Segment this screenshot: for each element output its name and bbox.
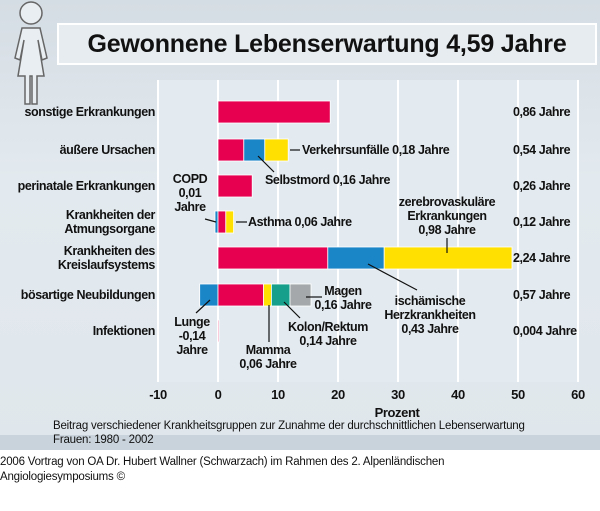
x-tick-label: 30	[391, 387, 405, 402]
category-total: 0,54 Jahre	[513, 143, 571, 157]
leader-kolon	[283, 301, 301, 319]
category-total: 0,86 Jahre	[513, 105, 571, 119]
leader-lines	[195, 149, 448, 342]
x-axis-label: Prozent	[374, 405, 420, 420]
annotation-asthma: Asthma 0,06 Jahre	[248, 215, 352, 229]
bar-segment	[217, 319, 220, 343]
category-total: 0,26 Jahre	[513, 179, 571, 193]
annotation-selbstmord: Selbstmord 0,16 Jahre	[265, 173, 390, 187]
annotation-kolon: Kolon/Rektum 0,14 Jahre	[288, 320, 368, 348]
leader-selbstmord	[257, 155, 275, 173]
category-label: perinatale Erkrankungen	[17, 179, 156, 193]
bar-segment	[289, 283, 312, 307]
bars	[199, 100, 513, 343]
bar-segment	[327, 246, 385, 270]
bar-segment	[217, 100, 331, 124]
annotation-zerebro: zerebrovaskuläre Erkrankungen 0,98 Jahre	[398, 195, 496, 237]
category-total: 0,57 Jahre	[513, 288, 571, 302]
x-tick-label: 50	[511, 387, 525, 402]
annotation-copd: COPD 0,01 Jahre	[172, 172, 208, 214]
annotation-mamma: Mamma 0,06 Jahre	[239, 343, 297, 371]
footer-line1: 2006 Vortrag von OA Dr. Hubert Wallner (…	[0, 456, 445, 468]
leader-lunge	[195, 299, 211, 314]
category-label: bösartige Neubildungen	[20, 288, 156, 302]
annotation-ischaem: ischämische Herzkrankheiten 0,43 Jahre	[384, 294, 476, 336]
bar-segment	[383, 246, 513, 270]
annotation-lunge: Lunge -0,14 Jahre	[174, 315, 210, 357]
annotation-verkehr: Verkehrsunfälle 0,18 Jahre	[302, 143, 450, 157]
bar-segment	[243, 138, 266, 162]
chart-title: Gewonnene Lebenserwartung 4,59 Jahre	[87, 30, 567, 58]
leader-ischaem	[367, 263, 418, 291]
bar-segment	[264, 138, 289, 162]
x-tick-label: 0	[214, 387, 222, 402]
bar-segment	[270, 283, 291, 307]
bar-segment	[217, 138, 245, 162]
caption-band	[0, 435, 600, 450]
female-figure-icon	[14, 1, 48, 105]
x-tick-label: -10	[149, 387, 167, 402]
bar-segment	[199, 283, 219, 307]
gridlines	[157, 80, 579, 382]
title-banner: Gewonnene Lebenserwartung 4,59 Jahre	[57, 23, 597, 65]
x-tick-label: 60	[571, 387, 585, 402]
bar-segment	[217, 174, 253, 198]
category-label: Infektionen	[92, 324, 156, 338]
category-total: 0,12 Jahre	[513, 215, 571, 229]
bar-segment	[263, 283, 272, 307]
category-label: Krankheiten des Kreislaufsystems	[57, 244, 156, 272]
category-total: 2,24 Jahre	[513, 251, 571, 265]
bar-segment	[217, 210, 227, 234]
x-tick-label: 20	[331, 387, 345, 402]
x-tick-label: 40	[451, 387, 465, 402]
category-label: sonstige Erkrankungen	[24, 105, 155, 119]
caption-line2: Frauen: 1980 - 2002	[53, 434, 154, 446]
annotation-magen: Magen 0,16 Jahre	[314, 284, 372, 312]
bar-segment	[225, 210, 235, 234]
category-total: 0,004 Jahre	[513, 324, 577, 338]
footer-line2: Angiologiesymposiums ©	[0, 471, 125, 483]
category-label: Krankheiten der Atmungsorgane	[64, 208, 155, 236]
bar-segment	[217, 283, 264, 307]
leader-copd	[204, 218, 217, 223]
category-label: äußere Ursachen	[59, 143, 156, 157]
caption-line1: Beitrag verschiedener Krankheitsgruppen …	[53, 420, 525, 432]
bar-segment	[217, 246, 329, 270]
x-tick-label: 10	[271, 387, 285, 402]
